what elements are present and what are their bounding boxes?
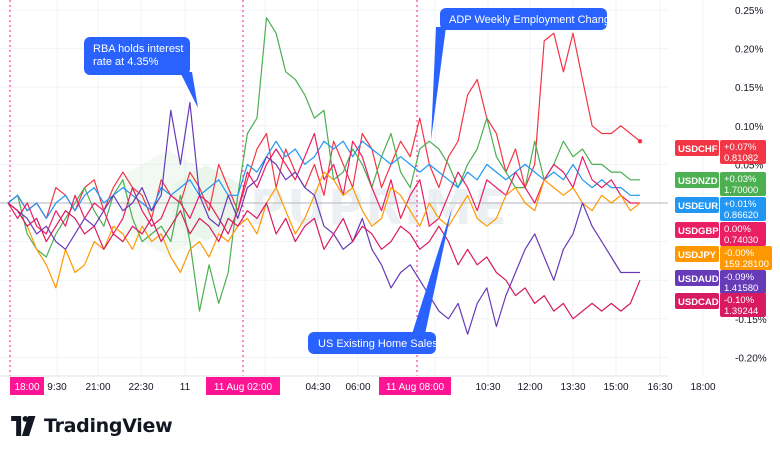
badge-usdeur[interactable]: USDEUR +0.01%0.86620 bbox=[675, 197, 766, 221]
series-line-usdaud[interactable] bbox=[7, 101, 640, 335]
x-highlight-label: 11 Aug 02:00 bbox=[206, 377, 280, 395]
callout-rba[interactable]: RBA holds interest rate at 4.35% bbox=[84, 37, 198, 108]
x-tick-label: 9:30 bbox=[47, 382, 67, 393]
badge-change: 0.00% bbox=[724, 224, 751, 235]
x-highlight-box bbox=[10, 377, 44, 395]
series-line-usdjpy[interactable] bbox=[7, 171, 641, 289]
badge-price: 1.70000 bbox=[724, 185, 758, 196]
badge-price: 1.39244 bbox=[724, 306, 758, 317]
x-highlight-box bbox=[206, 377, 280, 395]
y-tick-label: 0.10% bbox=[735, 122, 763, 133]
x-tick-label: 13:30 bbox=[560, 382, 585, 393]
brand-name: TradingView bbox=[44, 415, 173, 437]
badge-change: -0.00% bbox=[724, 248, 755, 259]
watermark-text: PUPRIME bbox=[250, 180, 509, 236]
x-tick-label: 12:00 bbox=[517, 382, 542, 393]
x-tick-label: 18:00 bbox=[690, 382, 715, 393]
x-highlight-text: 11 Aug 08:00 bbox=[386, 382, 445, 393]
callout-home-sales[interactable]: US Existing Home Sales bbox=[308, 208, 452, 354]
badge-usdcad[interactable]: USDCAD -0.10%1.39244 bbox=[675, 293, 766, 317]
callout-pointer bbox=[412, 208, 452, 334]
price-axis[interactable]: 0.25% 0.20% 0.15% 0.10% 0.05% -0.15% -0.20% bbox=[735, 6, 767, 364]
badge-change: +0.01% bbox=[724, 199, 757, 210]
callout-box bbox=[84, 37, 190, 75]
badge-value-box bbox=[720, 222, 766, 246]
badge-usdjpy[interactable]: USDJPY -0.00%159.28100 bbox=[675, 246, 772, 270]
series-layer bbox=[7, 17, 641, 335]
badge-change: -0.10% bbox=[724, 295, 755, 306]
badge-name: USDGBP bbox=[678, 226, 719, 237]
callout-text: ADP Weekly Employment Change bbox=[449, 14, 616, 26]
x-highlight-text: 18:00 bbox=[14, 382, 39, 393]
badge-value-box bbox=[720, 270, 766, 294]
x-tick-label: 21:00 bbox=[85, 382, 110, 393]
badge-price: 159.28100 bbox=[724, 259, 769, 270]
badge-name-box bbox=[675, 270, 719, 286]
brand-footer[interactable]: TradingView bbox=[10, 411, 173, 441]
badge-change: +0.03% bbox=[724, 174, 757, 185]
badge-value-box bbox=[720, 172, 766, 196]
x-tick-label: 15:00 bbox=[603, 382, 628, 393]
badge-name: USDAUD bbox=[678, 274, 719, 285]
x-tick-label: 04:30 bbox=[305, 382, 330, 393]
badge-name: USDJPY bbox=[678, 250, 717, 261]
badge-usdgbp[interactable]: USDGBP 0.00%0.74030 bbox=[675, 222, 766, 246]
badge-price: 0.86620 bbox=[724, 210, 758, 221]
badge-value-box bbox=[720, 293, 766, 317]
callout-text: RBA holds interest bbox=[93, 43, 184, 55]
series-line-usdcad[interactable] bbox=[7, 202, 641, 320]
series-end-dot bbox=[637, 139, 643, 144]
badge-price: 0.81082 bbox=[724, 153, 758, 164]
x-tick-label: 11 bbox=[180, 382, 191, 393]
badge-name: USDCHF bbox=[678, 144, 718, 155]
callout-box bbox=[308, 332, 436, 354]
x-highlight-text: 11 Aug 02:00 bbox=[214, 382, 273, 393]
y-tick-label: -0.15% bbox=[735, 315, 767, 326]
badge-name-box bbox=[675, 172, 719, 188]
callout-text: US Existing Home Sales bbox=[318, 338, 438, 350]
tradingview-logo-icon bbox=[11, 416, 36, 436]
badge-name-box bbox=[675, 293, 719, 309]
badge-name-box bbox=[675, 222, 719, 238]
x-highlight-box bbox=[379, 377, 451, 395]
y-tick-label: 0.25% bbox=[735, 6, 763, 17]
badge-usdnzd[interactable]: USDNZD +0.03%1.70000 bbox=[675, 172, 766, 196]
time-axis-highlights: 18:00 11 Aug 02:00 11 Aug 08:00 bbox=[10, 377, 451, 395]
badge-value-box bbox=[720, 140, 766, 164]
badge-price: 1.41580 bbox=[724, 283, 758, 294]
callout-adp[interactable]: ADP Weekly Employment Change bbox=[431, 8, 616, 140]
y-tick-label: 0.15% bbox=[735, 83, 763, 94]
callout-pointer bbox=[180, 72, 198, 108]
badge-change: -0.09% bbox=[724, 272, 755, 283]
series-line-usdchf[interactable] bbox=[7, 32, 641, 219]
x-highlight-label: 11 Aug 08:00 bbox=[379, 377, 451, 395]
badge-name: USDNZD bbox=[678, 176, 718, 187]
y-tick-label: 0.20% bbox=[735, 45, 763, 56]
x-tick-label: 06:00 bbox=[345, 382, 370, 393]
badge-change: +0.07% bbox=[724, 142, 757, 153]
y-tick-label: -0.20% bbox=[735, 353, 767, 364]
y-tick-label: 0.05% bbox=[735, 160, 763, 171]
badge-value-box bbox=[720, 246, 772, 270]
badge-name: USDCAD bbox=[678, 297, 719, 308]
badge-usdaud[interactable]: USDAUD -0.09%1.41580 bbox=[675, 270, 766, 294]
x-tick-label: 22:30 bbox=[128, 382, 153, 393]
callout-pointer bbox=[431, 27, 446, 140]
callout-text: rate at 4.35% bbox=[93, 56, 159, 68]
x-tick-label: 10:30 bbox=[475, 382, 500, 393]
badge-price: 0.74030 bbox=[724, 235, 758, 246]
badge-name-box bbox=[675, 140, 719, 156]
badge-value-box bbox=[720, 197, 766, 221]
x-tick-label: 16:30 bbox=[647, 382, 672, 393]
badge-name-box bbox=[675, 197, 719, 213]
x-highlight-label: 18:00 bbox=[10, 377, 44, 395]
badge-name-box bbox=[675, 246, 719, 262]
badge-usdchf[interactable]: USDCHF +0.07%0.81082 bbox=[675, 140, 766, 164]
badge-name: USDEUR bbox=[678, 201, 718, 212]
callout-box bbox=[440, 8, 607, 30]
